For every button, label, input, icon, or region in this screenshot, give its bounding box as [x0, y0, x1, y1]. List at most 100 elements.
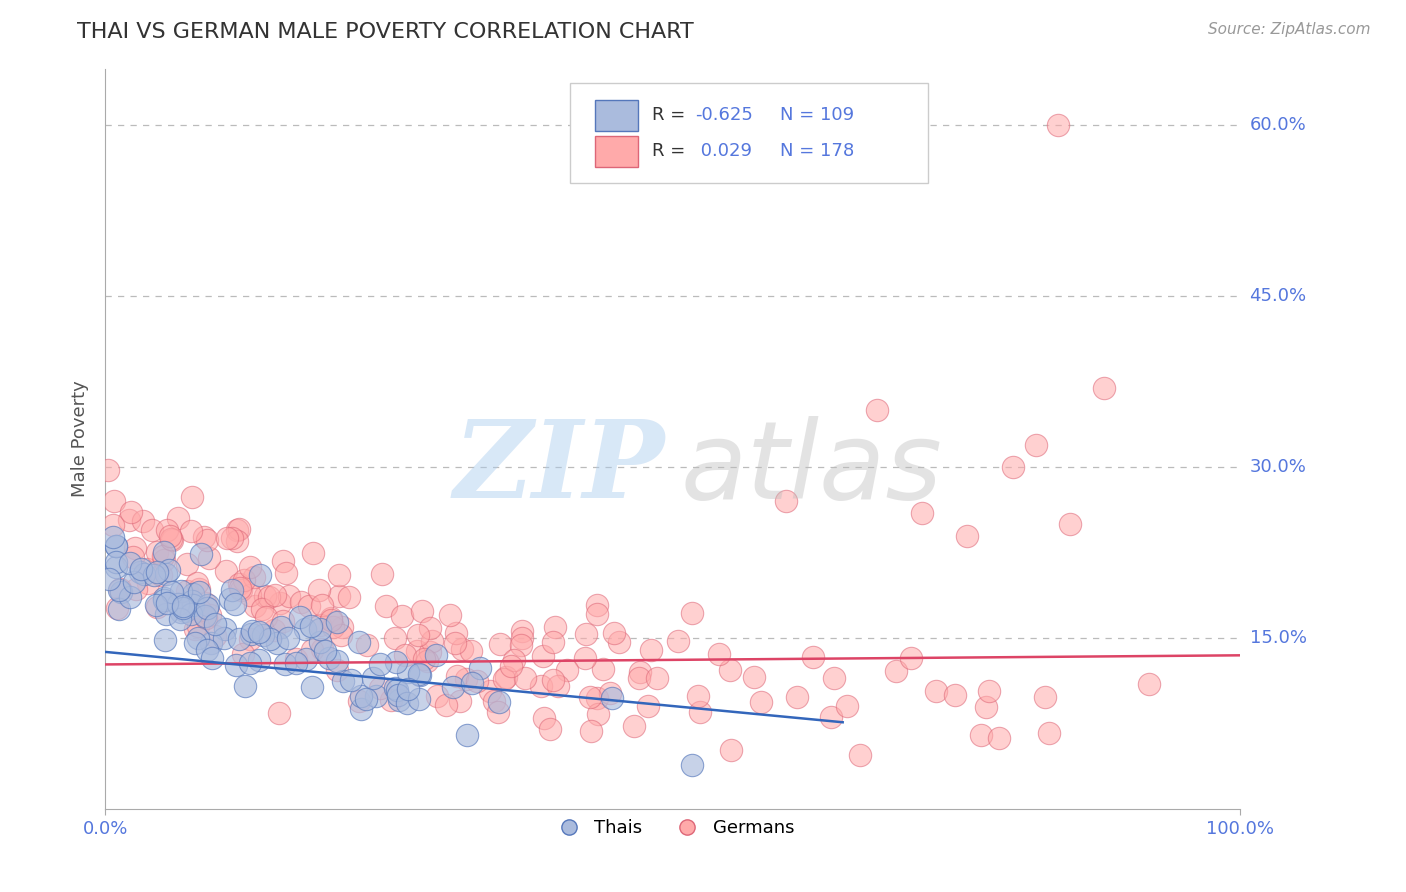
- Germans: [585, 690, 607, 705]
- Thais: [162, 584, 184, 599]
- Thais: [181, 594, 204, 608]
- Thais: [600, 690, 623, 705]
- Germans: [405, 644, 427, 658]
- Germans: [187, 582, 209, 596]
- Text: atlas: atlas: [681, 416, 942, 521]
- Germans: [187, 619, 209, 633]
- Germans: [988, 731, 1011, 745]
- Germans: [835, 698, 858, 713]
- Legend: Thais, Germans: Thais, Germans: [544, 812, 801, 845]
- Germans: [330, 628, 353, 642]
- Germans: [243, 599, 266, 614]
- Germans: [221, 531, 243, 545]
- Germans: [599, 686, 621, 700]
- Germans: [229, 583, 252, 598]
- Germans: [1059, 517, 1081, 532]
- Thais: [153, 545, 176, 559]
- Thais: [350, 689, 373, 703]
- Germans: [1001, 460, 1024, 475]
- Text: ZIP: ZIP: [453, 416, 665, 522]
- Germans: [465, 673, 488, 688]
- Germans: [180, 524, 202, 539]
- Thais: [190, 547, 212, 561]
- Thais: [104, 560, 127, 574]
- Germans: [229, 581, 252, 595]
- Germans: [628, 665, 651, 680]
- Thais: [350, 702, 373, 716]
- Germans: [645, 671, 668, 685]
- Germans: [105, 601, 128, 615]
- Germans: [579, 690, 602, 704]
- Germans: [460, 644, 482, 658]
- Germans: [146, 545, 169, 559]
- Germans: [956, 529, 979, 543]
- Germans: [1025, 437, 1047, 451]
- Germans: [391, 608, 413, 623]
- Germans: [146, 600, 169, 615]
- Thais: [368, 657, 391, 671]
- Germans: [311, 642, 333, 657]
- FancyBboxPatch shape: [595, 101, 638, 131]
- Germans: [328, 568, 350, 582]
- Germans: [239, 588, 262, 602]
- Germans: [302, 546, 325, 560]
- Germans: [579, 724, 602, 739]
- Thais: [166, 597, 188, 611]
- Germans: [176, 558, 198, 572]
- Germans: [238, 560, 260, 574]
- Germans: [243, 570, 266, 584]
- Thais: [249, 568, 271, 582]
- Germans: [426, 689, 449, 703]
- Thais: [456, 728, 478, 742]
- Germans: [637, 698, 659, 713]
- Germans: [628, 671, 651, 685]
- Germans: [160, 533, 183, 548]
- Germans: [510, 624, 533, 638]
- Germans: [943, 688, 966, 702]
- Germans: [250, 602, 273, 616]
- Germans: [688, 689, 710, 703]
- Y-axis label: Male Poverty: Male Poverty: [72, 381, 89, 497]
- Germans: [267, 706, 290, 720]
- Thais: [172, 599, 194, 613]
- Thais: [332, 673, 354, 688]
- Germans: [193, 530, 215, 544]
- Germans: [979, 683, 1001, 698]
- Thais: [108, 601, 131, 615]
- Thais: [239, 627, 262, 641]
- Germans: [96, 463, 118, 477]
- Germans: [176, 584, 198, 599]
- Germans: [529, 679, 551, 693]
- Germans: [136, 575, 159, 590]
- Germans: [451, 642, 474, 657]
- Germans: [607, 634, 630, 648]
- Thais: [174, 604, 197, 618]
- Germans: [152, 549, 174, 563]
- Germans: [682, 606, 704, 620]
- Germans: [132, 514, 155, 528]
- Germans: [510, 631, 533, 645]
- Germans: [446, 669, 468, 683]
- Thais: [153, 591, 176, 605]
- Germans: [380, 692, 402, 706]
- Germans: [195, 533, 218, 547]
- Thais: [184, 635, 207, 649]
- Thais: [396, 696, 419, 710]
- Germans: [232, 647, 254, 661]
- Germans: [257, 591, 280, 605]
- Germans: [271, 554, 294, 568]
- Germans: [623, 719, 645, 733]
- Thais: [108, 582, 131, 597]
- Germans: [416, 654, 439, 668]
- Germans: [1137, 677, 1160, 691]
- Germans: [510, 639, 533, 653]
- Thais: [318, 650, 340, 665]
- Germans: [974, 700, 997, 714]
- Germans: [217, 531, 239, 545]
- Thais: [187, 585, 209, 599]
- Thais: [284, 656, 307, 670]
- Text: 60.0%: 60.0%: [1250, 117, 1306, 135]
- Germans: [419, 621, 441, 635]
- Thais: [101, 530, 124, 544]
- Germans: [689, 705, 711, 719]
